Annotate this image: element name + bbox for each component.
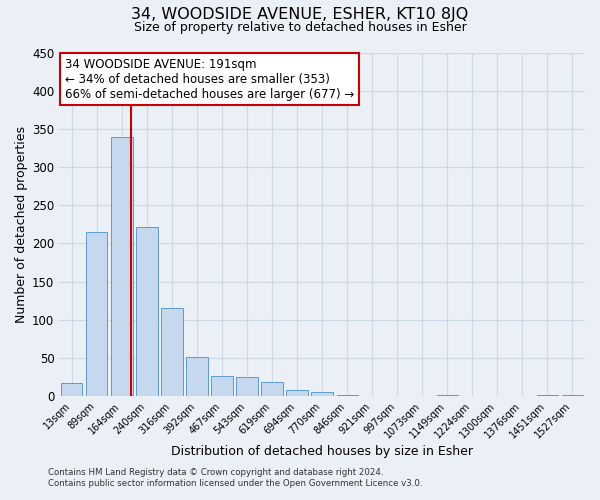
Text: 34 WOODSIDE AVENUE: 191sqm
← 34% of detached houses are smaller (353)
66% of sem: 34 WOODSIDE AVENUE: 191sqm ← 34% of deta… (65, 58, 354, 100)
Bar (111, 136, 133, 396)
Bar (136, 226, 158, 396)
Text: 34, WOODSIDE AVENUE, ESHER, KT10 8JQ: 34, WOODSIDE AVENUE, ESHER, KT10 8JQ (131, 8, 469, 22)
Bar (187, 357, 208, 396)
Bar (211, 376, 233, 396)
Text: Size of property relative to detached houses in Esher: Size of property relative to detached ho… (134, 21, 466, 34)
Bar (262, 382, 283, 396)
X-axis label: Distribution of detached houses by size in Esher: Distribution of detached houses by size … (171, 444, 473, 458)
Bar (286, 390, 308, 396)
Y-axis label: Number of detached properties: Number of detached properties (15, 126, 28, 323)
Bar (337, 394, 358, 396)
Bar (161, 308, 182, 396)
Bar (236, 377, 257, 396)
Bar (437, 394, 458, 396)
Bar (86, 232, 107, 396)
Text: Contains HM Land Registry data © Crown copyright and database right 2024.
Contai: Contains HM Land Registry data © Crown c… (48, 468, 422, 487)
Bar (537, 394, 558, 396)
Bar (61, 383, 82, 396)
Bar (311, 392, 333, 396)
Bar (562, 394, 583, 396)
